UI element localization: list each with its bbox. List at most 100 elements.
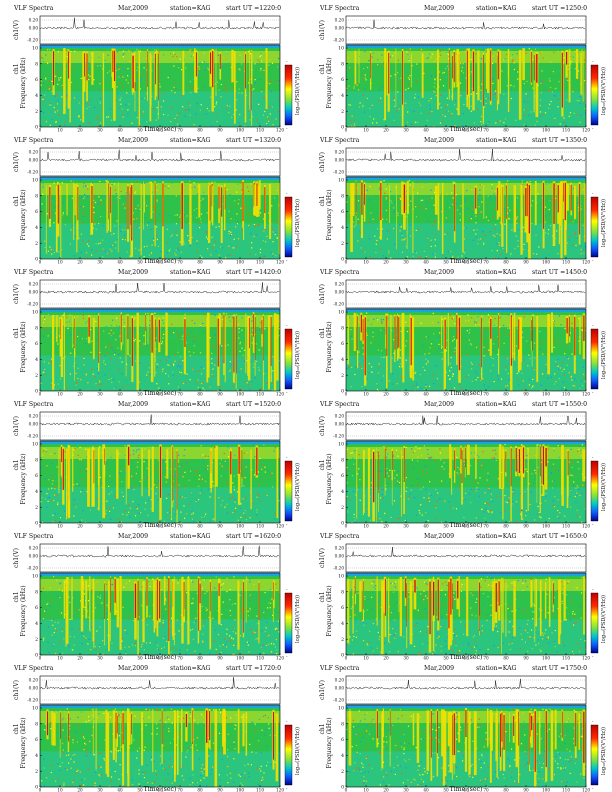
spectrogram-speckle (138, 512, 140, 514)
spectrogram-speckle (572, 221, 574, 223)
spectrogram-speckle (82, 240, 84, 242)
spectrogram-speckle (452, 182, 455, 184)
spectrogram-speckle (366, 332, 368, 334)
spectrogram-speckle (162, 93, 164, 95)
spectrogram-speckle (472, 489, 475, 491)
spectrogram-speckle (42, 211, 44, 213)
spectrogram-speckle (495, 321, 497, 323)
spectrogram-speckle (193, 209, 195, 211)
waveform-axis-label: ch1(V) (319, 152, 326, 172)
spectrogram-speckle (138, 454, 140, 456)
spectrogram-speckle (48, 355, 50, 358)
spectrogram-speckle (434, 78, 436, 80)
sferic-streak-core (518, 319, 520, 350)
spectrogram-speckle (115, 69, 117, 72)
sferic-streak (102, 444, 106, 519)
spectrogram-speckle (87, 186, 89, 188)
spectrogram-top-band (346, 45, 586, 49)
spectrogram-speckle (60, 487, 62, 489)
sferic-streak (268, 315, 270, 390)
spectrogram-speckle (557, 98, 559, 100)
spectrogram-speckle (492, 246, 495, 248)
spectrogram-speckle (261, 117, 263, 119)
spectrogram-speckle (96, 339, 98, 341)
sferic-streak-core (212, 51, 214, 88)
spectrogram-speckle (175, 249, 177, 251)
spectrogram-speckle (202, 61, 204, 63)
spectrogram-speckle (174, 53, 176, 55)
spectrogram-speckle (176, 365, 178, 367)
spectrogram-speckle (423, 497, 425, 499)
spectrogram-speckle (183, 505, 185, 507)
spectrogram-speckle (87, 62, 89, 64)
sferic-streak (550, 312, 553, 353)
sferic-streak (148, 449, 150, 497)
spectrogram-speckle (557, 50, 559, 52)
spectrogram-speckle (172, 55, 174, 58)
spectrogram-speckle (405, 340, 408, 342)
spectrogram-speckle (237, 360, 239, 362)
spectrogram-speckle (363, 201, 365, 203)
spectrogram-speckle (510, 49, 512, 51)
spectrogram-speckle (533, 62, 535, 64)
spectrogram-speckle (400, 330, 402, 332)
spectrogram-speckle (161, 343, 163, 345)
spectrogram-speckle (203, 367, 205, 369)
spectrogram-speckle (77, 446, 79, 448)
spectrogram-speckle (391, 329, 393, 331)
spectrogram-speckle (279, 328, 280, 330)
spectrogram-speckle (537, 193, 539, 195)
spectrogram-speckle (86, 243, 88, 245)
spectrogram-speckle (54, 519, 57, 522)
spectrogram-speckle (515, 235, 517, 237)
spectrogram-speckle (367, 66, 369, 69)
sferic-streak-core (181, 183, 183, 229)
spectrogram-speckle (161, 329, 163, 331)
spectrogram-speckle (553, 313, 555, 315)
spectrogram-speckle (523, 124, 525, 126)
spectrogram-speckle (161, 341, 163, 343)
spectrogram-speckle (56, 110, 58, 112)
spectrogram-speckle (104, 374, 106, 376)
date-label: Mar,2009 (118, 401, 148, 408)
sferic-streak (507, 49, 510, 112)
spectrogram-speckle (248, 224, 250, 227)
time-tick-label: 60 (157, 128, 163, 132)
spectrogram-speckle (405, 216, 407, 218)
spectrogram-speckle (234, 200, 236, 202)
spectrogram-speckle (121, 481, 123, 483)
spectrogram-speckle (415, 80, 417, 82)
spectrogram-speckle (177, 461, 180, 463)
spectrogram-speckle (378, 100, 380, 102)
spectrogram-speckle (512, 464, 514, 466)
spectrogram-speckle (238, 371, 240, 373)
spectrogram-speckle (80, 370, 82, 373)
spectrogram-speckle (162, 319, 164, 321)
spectrogram-speckle (445, 68, 447, 70)
spectrogram-speckle (438, 55, 440, 58)
time-tick-label: 80 (503, 260, 509, 264)
spectrogram-speckle (238, 122, 240, 124)
spectrogram-speckle (270, 473, 272, 475)
spectrogram-speckle (165, 461, 167, 463)
spectrogram-speckle (435, 214, 437, 216)
spectrogram-speckle (422, 470, 424, 472)
spectrogram-speckle (352, 457, 354, 459)
spectrogram-speckle (526, 455, 528, 457)
spectrogram-speckle (507, 76, 509, 78)
spectrogram-speckle (226, 217, 228, 219)
spectrogram-speckle (540, 356, 542, 358)
spectrogram-speckle (489, 370, 492, 372)
spectrogram-speckle (109, 507, 111, 509)
spectrogram-speckle (66, 56, 68, 58)
spectrogram-speckle (139, 208, 141, 210)
time-tick-label: 30 (403, 128, 409, 132)
spectrogram-speckle (558, 517, 560, 519)
spectrogram-speckle (189, 377, 191, 379)
spectrogram-speckle (42, 193, 44, 195)
spectrogram-speckle (494, 317, 496, 320)
spectrogram-speckle (426, 231, 428, 233)
spectrogram-speckle (441, 318, 443, 320)
spectrogram-speckle (103, 252, 105, 254)
spectrogram-speckle (176, 56, 178, 58)
